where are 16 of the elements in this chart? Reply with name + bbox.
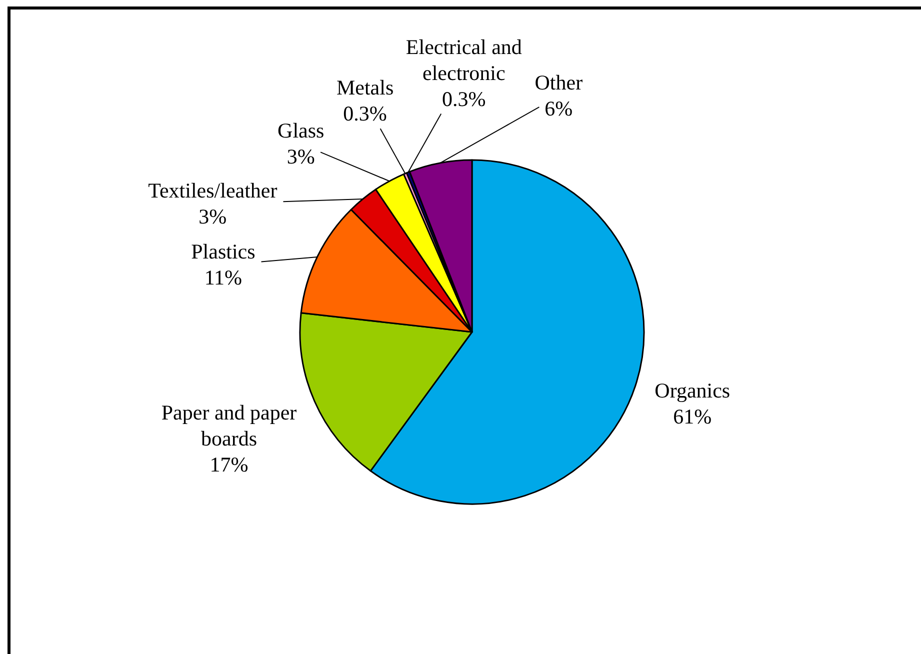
data-label: 3%: [286, 144, 315, 168]
data-label: 17%: [210, 452, 248, 476]
slice-label: Electrical and electronic: [406, 34, 522, 85]
data-label: 11%: [204, 266, 242, 290]
slice-label: Other: [534, 70, 583, 95]
data-label: 0.3%: [442, 86, 486, 111]
slice-label: Plastics: [191, 240, 256, 264]
data-label: 3%: [198, 204, 227, 228]
slice-label: Glass: [278, 118, 324, 142]
slice-label: Metals: [336, 76, 394, 100]
data-label: 61%: [673, 404, 712, 428]
data-label: 0.3%: [343, 102, 387, 126]
slice-label: Paper and paper boards: [161, 400, 297, 450]
data-label: 6%: [544, 96, 573, 121]
slice-label: Organics: [654, 378, 730, 402]
slice-label: Textiles/leather: [148, 178, 278, 202]
